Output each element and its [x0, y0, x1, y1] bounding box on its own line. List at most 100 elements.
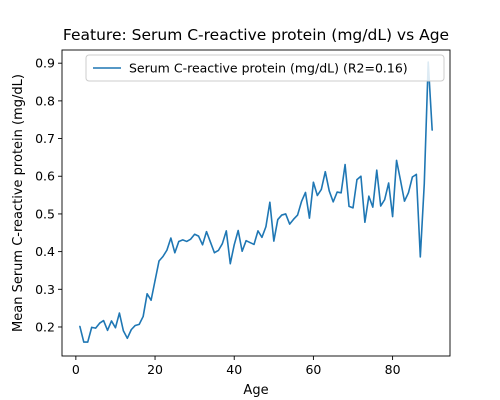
data-point: [166, 249, 168, 251]
y-axis: 0.2 0.3 0.4 0.5 0.6 0.7 0.8 0.9: [35, 56, 62, 334]
data-point: [83, 341, 85, 343]
y-tick-label: 0.6: [35, 169, 55, 184]
data-point: [102, 319, 105, 322]
data-point: [114, 327, 117, 329]
y-tick-label: 0.9: [35, 56, 55, 71]
data-point: [340, 192, 342, 194]
data-point: [372, 206, 374, 208]
data-point: [356, 179, 358, 181]
data-point: [277, 218, 279, 221]
data-point: [265, 226, 267, 228]
x-tick-label: 60: [305, 362, 321, 377]
x-axis: 0 20 40 60 80: [72, 356, 401, 377]
data-point: [194, 233, 196, 235]
data-point: [225, 230, 227, 232]
y-tick-label: 0.8: [35, 93, 55, 108]
data-point: [324, 171, 326, 173]
data-point: [213, 252, 216, 254]
plot-frame: [61, 49, 451, 357]
data-point: [360, 175, 362, 177]
data-point: [253, 243, 255, 246]
data-point: [281, 214, 283, 216]
data-point: [190, 238, 192, 240]
data-point: [146, 293, 148, 295]
data-point: [162, 255, 164, 258]
x-tick-label: 80: [385, 362, 401, 377]
data-point: [348, 205, 350, 207]
data-point: [391, 215, 394, 218]
legend: Serum C-reactive protein (mg/dL) (R2=0.1…: [85, 54, 445, 82]
data-point: [174, 252, 176, 254]
data-point: [197, 235, 200, 237]
data-point: [380, 205, 382, 207]
data-point: [233, 244, 235, 246]
data-point: [376, 169, 378, 171]
data-point: [150, 299, 152, 301]
data-point: [91, 326, 93, 328]
data-point: [178, 240, 180, 243]
data-point: [95, 327, 97, 329]
data-point: [138, 323, 140, 325]
series-line: [79, 61, 433, 343]
y-tick-label: 0.3: [35, 282, 55, 297]
data-point: [134, 324, 136, 327]
data-point: [79, 325, 81, 327]
data-point: [87, 341, 89, 343]
data-point: [415, 173, 417, 175]
data-point: [352, 207, 354, 209]
data-point: [106, 329, 109, 331]
data-point: [261, 236, 263, 238]
plot-area: [79, 61, 433, 343]
data-point: [122, 330, 124, 332]
x-tick-label: 0: [72, 362, 80, 377]
data-point: [170, 237, 172, 239]
x-tick-label: 40: [226, 362, 242, 377]
data-point: [249, 241, 251, 244]
data-point: [395, 159, 398, 162]
data-point: [403, 200, 406, 202]
data-point: [273, 240, 275, 242]
data-point: [221, 243, 223, 245]
data-point: [332, 201, 334, 203]
data-point: [205, 231, 208, 233]
data-point: [99, 322, 101, 324]
data-point: [411, 176, 413, 178]
data-point: [241, 250, 243, 252]
x-axis-label: Age: [243, 383, 268, 398]
data-point: [293, 218, 295, 220]
data-point: [158, 260, 160, 262]
data-point: [257, 230, 259, 232]
data-point: [229, 263, 231, 265]
data-point: [316, 194, 318, 197]
data-point: [126, 337, 128, 339]
data-point: [289, 223, 291, 225]
legend-box: [85, 54, 445, 82]
data-point: [328, 190, 330, 192]
data-point: [336, 191, 338, 193]
y-tick-label: 0.7: [35, 131, 55, 146]
data-point: [269, 201, 271, 203]
chart-title: Feature: Serum C-reactive protein (mg/dL…: [63, 26, 449, 44]
data-point: [423, 183, 425, 185]
data-point: [384, 199, 386, 201]
data-point: [312, 181, 315, 183]
data-point: [364, 221, 366, 223]
data-point: [154, 280, 156, 282]
y-axis-label: Mean Serum C-reactive protein (mg/dL): [11, 74, 26, 332]
data-point: [308, 217, 311, 219]
data-point: [182, 239, 184, 241]
data-point: [142, 315, 144, 318]
y-tick-label: 0.2: [35, 319, 55, 334]
data-point: [300, 200, 303, 203]
data-point: [118, 312, 121, 314]
data-point: [130, 329, 132, 331]
data-point: [320, 188, 322, 191]
data-point: [296, 214, 299, 216]
x-tick-label: 20: [147, 362, 163, 377]
data-point: [110, 320, 113, 322]
data-point: [368, 195, 370, 197]
data-point: [237, 229, 239, 232]
data-point: [388, 182, 390, 184]
data-point: [285, 213, 287, 215]
